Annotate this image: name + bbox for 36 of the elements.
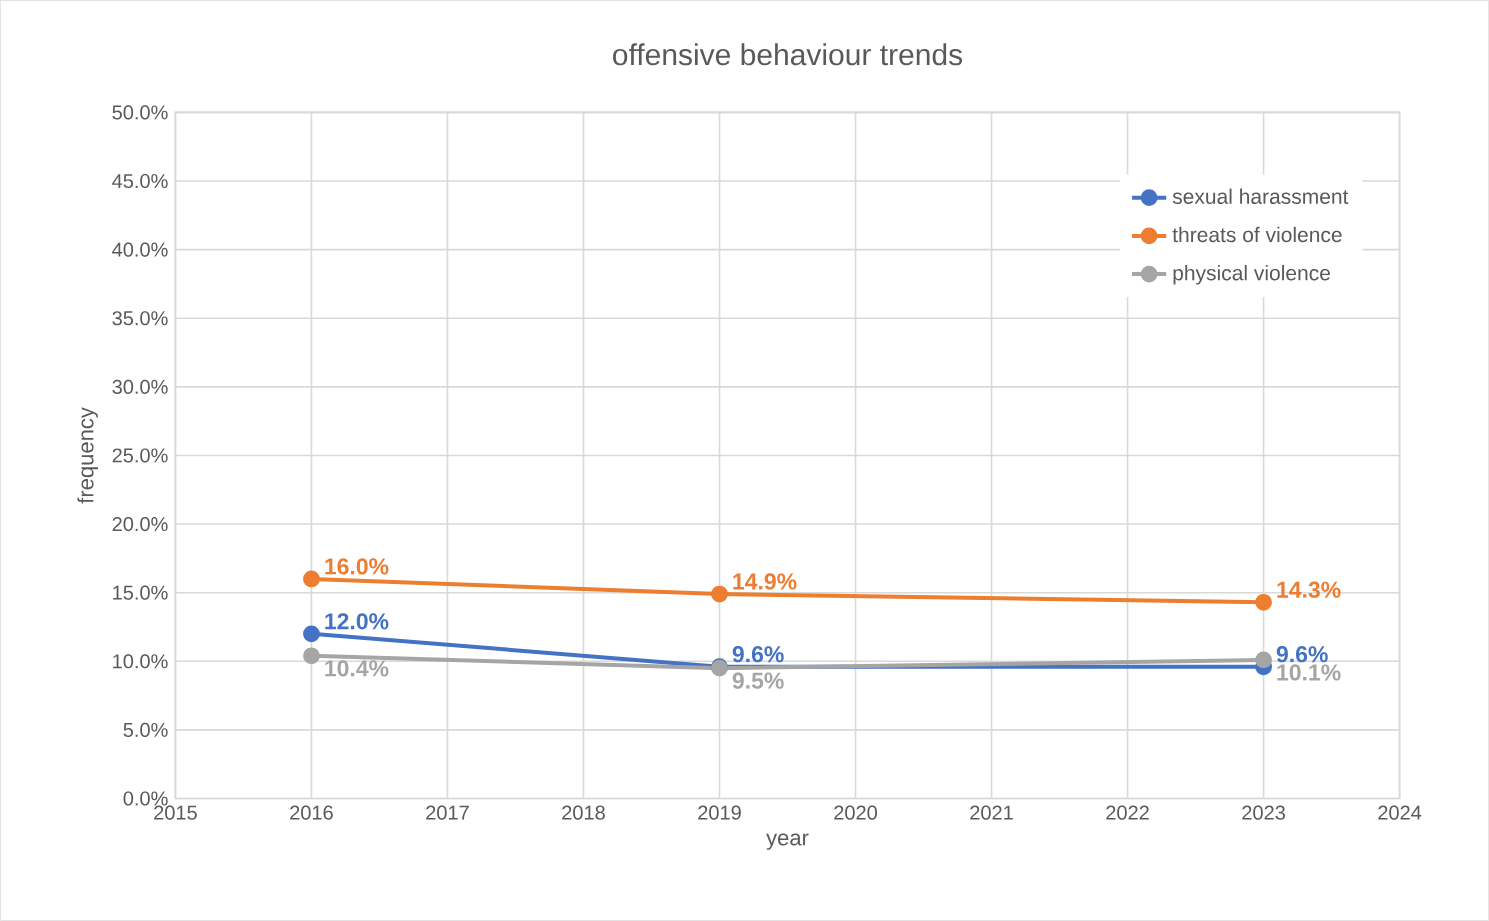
- x-tick-label: 2024: [1378, 805, 1422, 820]
- chart-title: offensive behaviour trends: [613, 43, 963, 66]
- y-tick-label: 25.0%: [112, 448, 168, 463]
- legend-label: physical violence: [1173, 265, 1330, 285]
- x-tick-label: 2019: [698, 805, 741, 820]
- x-tick-label: 2021: [970, 805, 1013, 820]
- x-tick-label: 2020: [834, 805, 877, 820]
- y-tick-label: 45.0%: [112, 173, 168, 189]
- data-label: 10.4%: [325, 660, 389, 677]
- y-tick-label: 20.0%: [112, 517, 168, 532]
- x-tick-label: 2023: [1242, 805, 1285, 820]
- data-label: 16.0%: [325, 558, 389, 575]
- y-tick-label: 10.0%: [113, 654, 168, 669]
- data-label: 10.1%: [1277, 664, 1341, 681]
- data-label: 9.6%: [732, 646, 784, 663]
- y-axis-title: frequency: [77, 407, 98, 504]
- x-tick-label: 2017: [426, 805, 469, 820]
- x-tick-label: 2018: [562, 805, 605, 820]
- y-tick-label: 15.0%: [113, 585, 168, 600]
- y-tick-label: 30.0%: [112, 379, 168, 394]
- data-label: 14.3%: [1277, 581, 1341, 598]
- x-tick-label: 2016: [290, 805, 333, 820]
- data-label: 9.5%: [732, 672, 784, 689]
- x-tick-label: 2022: [1106, 805, 1149, 820]
- data-label: 9.6%: [1276, 646, 1328, 663]
- y-tick-label: 40.0%: [112, 242, 168, 257]
- x-axis-title: year: [766, 833, 809, 850]
- data-label: 12.0%: [325, 613, 389, 630]
- y-tick-label: 50.0%: [112, 105, 168, 120]
- legend-label: threats of violence: [1172, 226, 1342, 243]
- data-label: 14.9%: [733, 573, 797, 590]
- y-tick-label: 35.0%: [112, 311, 168, 326]
- y-tick-label: 5.0%: [123, 722, 168, 737]
- y-tick-label: 0.0%: [123, 791, 168, 806]
- legend-label: sexual harassment: [1172, 188, 1349, 205]
- x-tick-label: 2015: [154, 805, 197, 820]
